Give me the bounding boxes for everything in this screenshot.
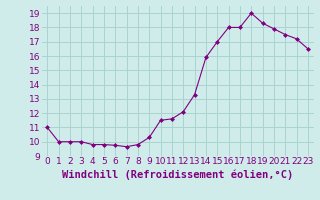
X-axis label: Windchill (Refroidissement éolien,°C): Windchill (Refroidissement éolien,°C) xyxy=(62,169,293,180)
